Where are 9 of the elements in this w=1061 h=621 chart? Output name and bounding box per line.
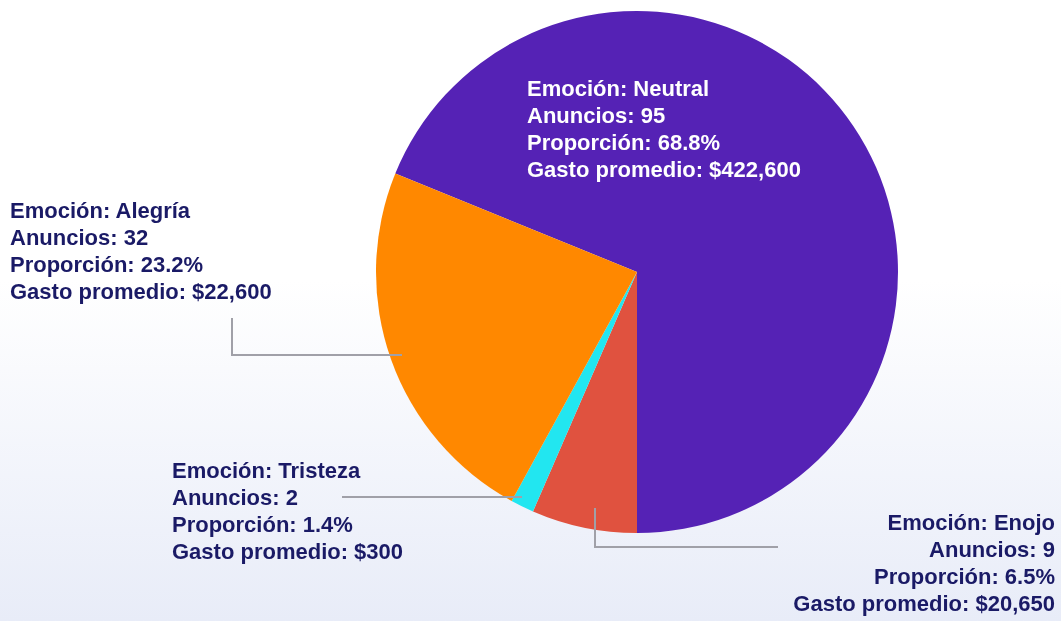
data-label: Anuncios: 9 Proporción: 6.5% Gasto promedio: $20,650: [793, 537, 1055, 616]
slice-label: Emoción: Neutral: [527, 76, 710, 101]
pie-slice: [533, 272, 637, 533]
data-label: Anuncios: 95 Proporción: 68.8% Gasto promedio: $422,600: [527, 103, 801, 182]
slice-label: Emoción: Enojo: [887, 510, 1055, 535]
slice-label: Emoción: Alegría: [10, 198, 191, 223]
data-label: Anuncios: 2 Proporción: 1.4% Gasto promedio: $300: [172, 485, 404, 564]
data-label: Anuncios: 32 Proporción: 23.2% Gasto promedio: $22,600: [10, 225, 272, 304]
slice-label: Emoción: Tristeza: [172, 458, 362, 483]
